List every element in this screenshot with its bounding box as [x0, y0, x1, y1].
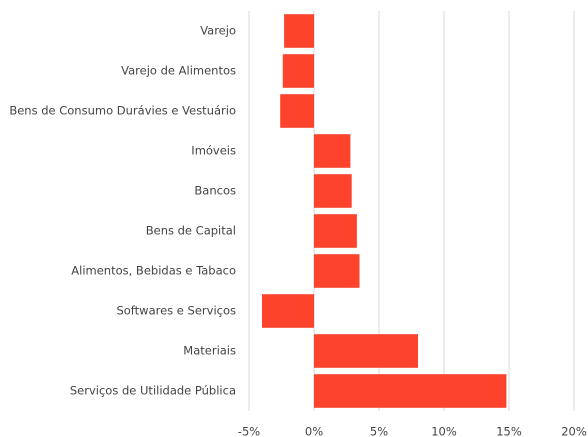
x-tick-label: 15% — [496, 425, 522, 437]
bar — [314, 174, 352, 208]
y-tick-label: Softwares e Serviços — [116, 304, 236, 318]
y-tick-label: Bancos — [194, 184, 236, 198]
bar — [262, 294, 314, 328]
y-tick-label: Bens de Capital — [146, 224, 236, 238]
bar — [284, 14, 314, 48]
y-tick-label: Serviços de Utilidade Pública — [70, 384, 236, 398]
y-tick-label: Varejo de Alimentos — [121, 64, 236, 78]
bar — [314, 334, 418, 368]
bar — [314, 134, 351, 168]
bar — [314, 254, 360, 288]
bar — [282, 54, 314, 88]
x-tick-label: 20% — [561, 425, 587, 437]
y-tick-label: Varejo — [200, 24, 236, 38]
bar — [314, 214, 357, 248]
x-tick-label: 5% — [370, 425, 388, 437]
y-tick-label: Materiais — [183, 344, 236, 358]
y-tick-label: Imóveis — [191, 144, 236, 158]
bar — [280, 94, 314, 128]
bar — [314, 374, 507, 408]
y-tick-label: Bens de Consumo Durávies e Vestuário — [9, 104, 236, 118]
x-tick-label: 10% — [431, 425, 457, 437]
x-tick-label: -5% — [238, 425, 260, 437]
x-tick-label: 0% — [305, 425, 323, 437]
y-tick-label: Alimentos, Bebidas e Tabaco — [71, 264, 236, 278]
